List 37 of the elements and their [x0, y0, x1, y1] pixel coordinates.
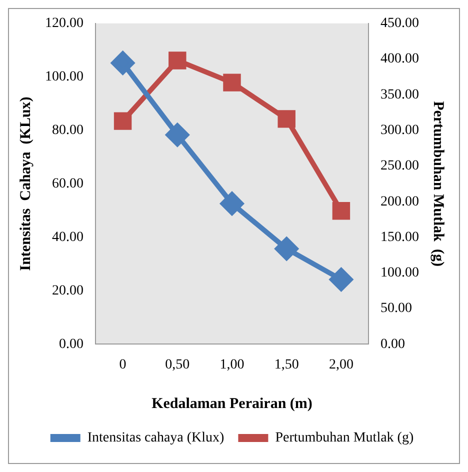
x-tick-label: 2,00 — [328, 357, 354, 372]
y2-tick-label: 100.00 — [380, 266, 419, 281]
point — [330, 268, 353, 292]
point — [223, 74, 241, 92]
point — [220, 192, 244, 216]
y2-tick-label: 250.00 — [380, 158, 419, 174]
y-axis-title: Intensitas Cahaya (KLux) — [18, 96, 34, 271]
legend-label: Pertumbuhan Mutlak (g) — [275, 430, 414, 446]
y2-tick-label: 50.00 — [380, 301, 412, 316]
x-tick-label: 0,50 — [165, 357, 190, 372]
y-tick-label: 80.00 — [52, 123, 84, 138]
point — [278, 110, 296, 128]
y2-tick-label: 450.00 — [380, 16, 419, 32]
x-axis-title: Kedalaman Perairan (m) — [152, 396, 312, 412]
point — [111, 51, 134, 74]
y2-tick-label: 350.00 — [380, 87, 419, 102]
point — [275, 237, 298, 260]
y-tick-label: 120.00 — [45, 16, 84, 32]
x-tick-label: 1,00 — [220, 357, 244, 372]
x-tick-label: 1,50 — [274, 357, 299, 372]
legend-label: Intensitas cahaya (Klux) — [87, 430, 225, 446]
y2-tick-label: 300.00 — [380, 123, 419, 138]
point — [166, 123, 189, 146]
point — [332, 202, 350, 220]
y2-tick-label: 150.00 — [380, 230, 419, 245]
point — [168, 52, 186, 70]
y-tick-label: 0.00 — [59, 336, 84, 352]
y-tick-label: 40.00 — [52, 230, 84, 245]
y2-tick-label: 400.00 — [380, 52, 419, 67]
y-tick-label: 100.00 — [45, 70, 84, 85]
y-tick-label: 60.00 — [52, 176, 84, 192]
point — [114, 112, 132, 130]
x-tick-label: 0 — [119, 357, 126, 372]
y-tick-label: 20.00 — [52, 283, 84, 298]
y2-tick-label: 0.00 — [380, 336, 405, 352]
y2-axis-title: Pertumbuhan Mutlak (g) — [430, 101, 446, 267]
y2-tick-label: 200.00 — [380, 194, 419, 210]
